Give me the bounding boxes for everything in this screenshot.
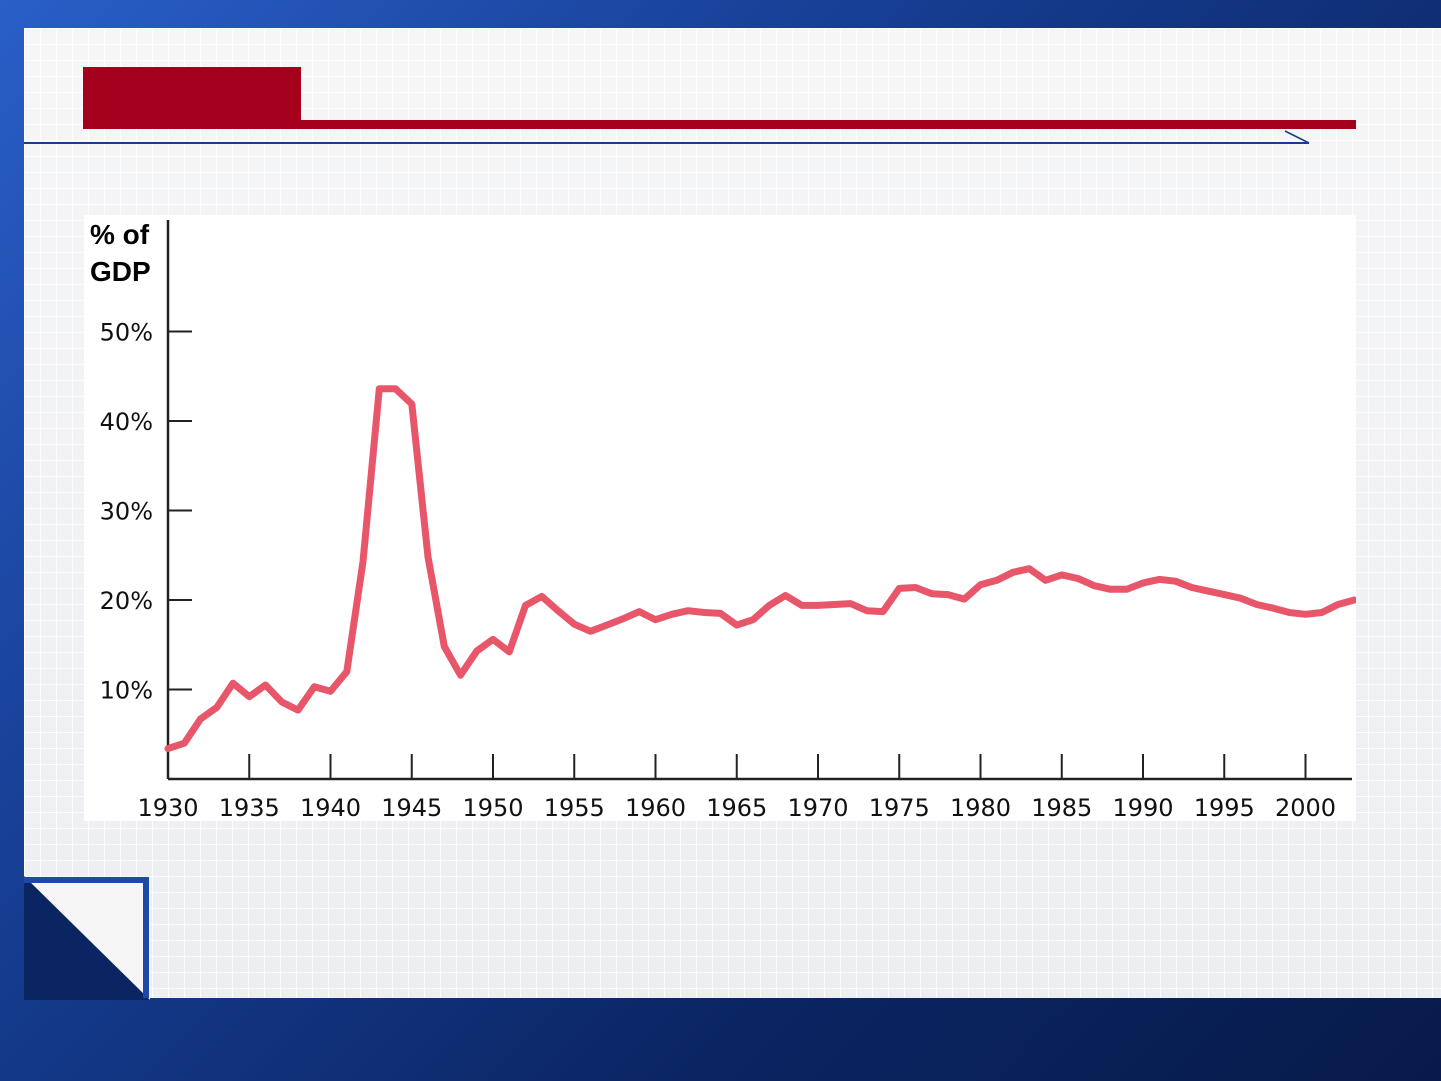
gdp-line-chart: % of GDP 10% 20% 30% 40% 50% 1930 1935 1940 1945… [90,219,1356,822]
divider-arrow-icon [1283,130,1310,144]
x-tick-label: 1995 [1194,794,1255,821]
title-underline-bar [83,120,1356,129]
x-tick-label: 1975 [869,794,930,821]
x-tick-label: 1945 [381,794,442,821]
x-tick-label: 1930 [137,794,198,821]
x-tick-label: 1960 [625,794,686,821]
series-line [164,385,1356,753]
y-tick-label: 30% [100,498,153,526]
y-tick-label: 40% [100,408,153,436]
x-tick-label: 2000 [1275,794,1336,821]
y-axis-title-line-1: % of [90,219,150,250]
chart-panel: % of GDP 10% 20% 30% 40% 50% 1930 1935 1940 1945… [84,215,1356,821]
x-tick-label: 1970 [787,794,848,821]
x-tick-label: 1965 [706,794,767,821]
x-tick-label: 1940 [300,794,361,821]
x-tick-label: 1985 [1031,794,1092,821]
axis-ticks: 10% 20% 30% 40% 50% 1930 1935 1940 1945 1950 1955 1… [100,319,1336,822]
x-tick-label: 1980 [950,794,1011,821]
header-divider-line [24,142,1309,144]
x-tick-label: 1935 [219,794,280,821]
x-tick-label: 1955 [544,794,605,821]
x-tick-label: 1990 [1112,794,1173,821]
y-axis-title-line-2: GDP [90,256,151,287]
y-tick-label: 50% [100,319,153,347]
page-corner-fold-icon [24,876,150,1000]
y-tick-label: 10% [100,677,153,705]
title-accent-block [83,67,301,128]
y-tick-label: 20% [100,587,153,615]
x-tick-label: 1950 [462,794,523,821]
